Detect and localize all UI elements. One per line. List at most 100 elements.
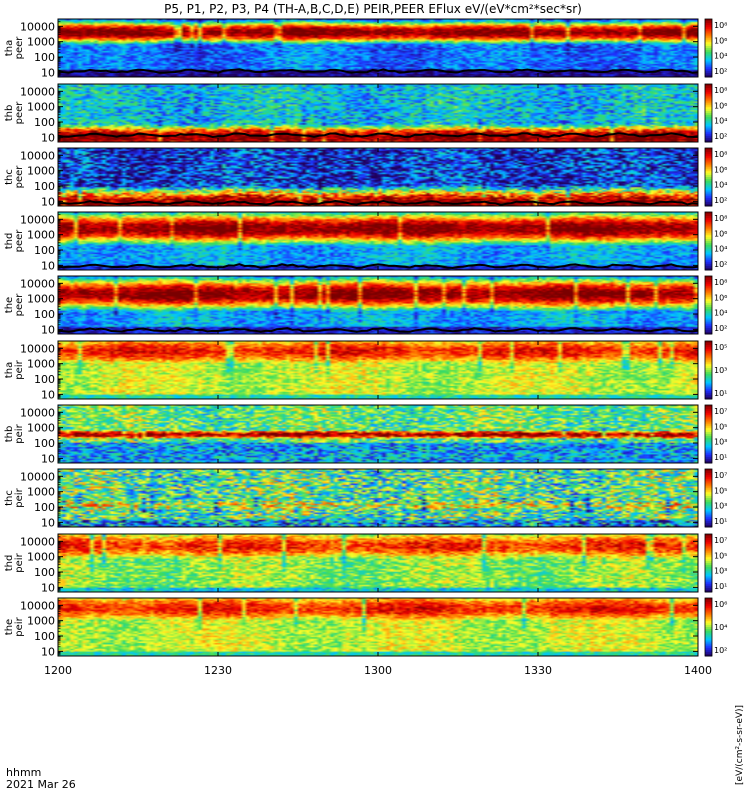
colorbar-segment [705,391,712,394]
colorbar-segment [705,138,712,141]
colorbar-segment [705,244,712,248]
colorbar-segment [705,605,712,609]
colorbar-segment [705,55,712,59]
x-axis: 1200 1230 1300 1330 1400 [44,664,712,677]
sc-potential-line [57,68,699,74]
colorbar-segment [705,260,712,263]
colorbar-segment [705,490,712,493]
y-tick-label: 10000 [20,470,55,483]
colorbar-segment [705,416,712,420]
y-tick-label: 10000 [20,406,55,419]
colorbar-segment [705,422,712,425]
colorbar-segment [705,192,712,195]
colorbar-segment [705,418,712,421]
colorbar-segment [705,75,712,78]
colorbar-segment [705,159,712,163]
panel-tha-peer: 10 100 1000 10000 tha peer 10² 10⁴ 10⁶ 10⁸ [4,18,727,79]
colorbar-segment [705,295,712,298]
colorbar-segment [705,24,712,28]
y-axis-label: thd [4,555,15,572]
y-tick-label: 1000 [27,36,55,49]
colorbar-segment [705,519,712,522]
colorbar-frame [704,18,713,78]
y-axis-label: the [4,297,15,313]
colorbar-segment [705,459,712,462]
colorbar-segment [705,254,712,257]
colorbar-tick-label: 10⁷ [714,407,727,416]
colorbar-tick-label: 10² [714,67,727,76]
x-tick-label: 1330 [524,664,552,677]
colorbar-segment [705,194,712,197]
colorbar-segment [705,231,712,234]
colorbar-segment [705,650,712,653]
colorbar-segment [705,120,712,124]
colorbar-tick-label: 10¹ [714,582,727,591]
colorbar-segment [705,435,712,439]
panel-thc-peir: 10 100 1000 10000 thc peir 10¹ 10³ 10⁵ 10⁷ [4,468,727,529]
colorbar-segment [705,239,712,242]
colorbar-segment [705,186,712,190]
colorbar-frame [704,340,713,400]
colorbar-tick-label: 10² [714,646,727,655]
colorbar-thd-peir: 10¹ 10³ 10⁵ 10⁷ [704,533,727,593]
colorbar-tick-label: 10⁶ [714,229,727,238]
colorbar-segment [705,266,712,269]
y-tick-label: 1000 [27,165,55,178]
colorbar-segment [705,537,712,541]
colorbar-segment [705,330,712,333]
colorbar-segment [705,352,712,356]
colorbar-tick-label: 10⁷ [714,536,727,545]
y-tick-label: 10 [41,581,55,594]
colorbar-segment [705,126,712,129]
x-tick-label: 1230 [204,664,232,677]
colorbar-segment [705,534,712,537]
colorbar-segment [705,428,712,431]
colorbar-segment [705,525,712,528]
colorbar-segment [705,225,712,228]
colorbar-segment [705,588,712,591]
y-axis-label: tha [4,40,15,56]
y-axis-label: thb [4,426,15,443]
colorbar-segment [705,507,712,511]
colorbar-segment [705,584,712,587]
spectrogram-thd-peer [58,212,698,270]
colorbar-segment [705,441,712,445]
colorbar-segment [705,484,712,487]
colorbar-tick-label: 10⁷ [714,471,727,480]
colorbar-segment [705,308,712,312]
y-axis-label: thc [4,169,15,185]
colorbar-segment [705,476,712,480]
colorbar-segment [705,148,712,151]
colorbar-segment [705,63,712,66]
panel-the-peer: 10 100 1000 10000 the peer 10² 10⁴ 10⁶ 10⁸ [4,275,727,336]
colorbar-segment [705,324,712,327]
colorbar-segment [705,439,712,443]
colorbar-segment [705,305,712,308]
colorbar-segment [705,97,712,100]
colorbar-segment [705,36,712,39]
colorbar-segment [705,277,712,281]
colorbar-segment [705,163,712,166]
colorbar-segment [705,405,712,408]
colorbar-segment [705,350,712,354]
colorbar-segment [705,136,712,139]
y-tick-label: 100 [34,308,55,321]
colorbar-segment [705,632,712,636]
colorbar-segment [705,503,712,507]
colorbar-segment [705,482,712,485]
colorbar-segment [705,447,712,450]
colorbar-segment [705,281,712,285]
colorbar-segment [705,628,712,632]
colorbar-segment [705,91,712,95]
colorbar-segment [705,258,712,261]
colorbar-segment [705,227,712,230]
x-tick-label: 1200 [44,664,72,677]
colorbar-segment [705,486,712,489]
colorbar-segment [705,237,712,240]
colorbar-segment [705,469,712,472]
spectrogram-thd-peir [58,534,698,592]
colorbar-segment [705,124,712,128]
colorbar-tick-label: 10³ [714,502,727,511]
colorbar-segment [705,105,712,108]
y-axis-label: peir [14,552,25,572]
